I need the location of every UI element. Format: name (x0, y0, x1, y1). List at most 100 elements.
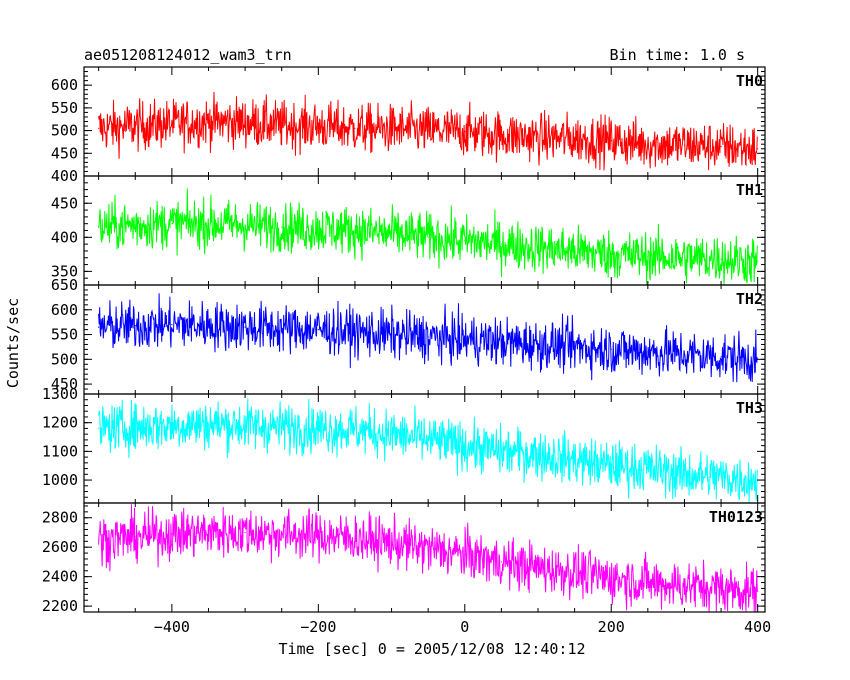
data-point (427, 236, 429, 238)
data-point (683, 473, 686, 475)
data-point (134, 426, 136, 428)
y-tick-label: 2400 (42, 568, 78, 586)
data-point (537, 246, 539, 249)
data-point (317, 227, 319, 230)
data-point (464, 240, 466, 242)
data-point (720, 476, 722, 478)
data-point (427, 130, 429, 132)
data-point (610, 465, 612, 467)
data-point (574, 459, 576, 461)
data-point (610, 140, 612, 142)
panel-th0123: 2200 2400 2600 2800 TH0123 (42, 502, 766, 615)
series-name: TH3 (736, 399, 763, 417)
y-axis-label: Counts/sec (4, 298, 22, 388)
y-tick-label: 550 (51, 99, 78, 117)
y-tick-label: 1000 (42, 471, 78, 489)
x-tick-label: 200 (598, 618, 625, 636)
data-point (244, 224, 246, 226)
data-point (757, 148, 759, 150)
y-tick-label: 450 (51, 194, 78, 212)
data-point (647, 351, 649, 353)
data-point (537, 453, 539, 455)
data-point (390, 542, 393, 544)
y-tick-label: 400 (51, 167, 78, 185)
y-tick-label: 1100 (42, 442, 78, 460)
data-point (610, 577, 612, 579)
data-point (354, 127, 356, 129)
data-point (171, 425, 173, 427)
data-point (317, 427, 319, 429)
data-point (354, 229, 356, 232)
data-point (98, 326, 100, 328)
data-point (281, 124, 283, 126)
data-point (757, 590, 759, 593)
data-point (574, 138, 576, 140)
data-point (647, 255, 649, 257)
series-name: TH1 (736, 181, 763, 199)
data-point (354, 429, 356, 431)
data-point (171, 223, 173, 225)
series-name: TH0123 (709, 508, 763, 526)
series-name: TH0 (736, 72, 763, 90)
x-tick-label: −200 (300, 618, 336, 636)
y-tick-label: 2600 (42, 538, 78, 556)
data-point (720, 356, 722, 358)
data-point (610, 348, 612, 350)
data-point (610, 253, 612, 255)
data-point (720, 587, 722, 590)
data-point (574, 250, 576, 252)
series-line-th0123 (98, 504, 758, 613)
y-tick-label: 600 (51, 76, 78, 94)
data-point (464, 338, 466, 341)
data-point (500, 450, 502, 452)
data-point (647, 468, 649, 470)
data-point (244, 531, 246, 534)
data-point (683, 144, 686, 146)
data-point (464, 445, 466, 447)
y-tick-label: 400 (51, 228, 78, 246)
y-tick-label: 1300 (42, 385, 78, 403)
data-point (207, 325, 210, 327)
data-point (500, 561, 502, 563)
series-line-th0 (98, 91, 758, 171)
y-tick-label: 350 (51, 262, 78, 280)
bin-time-label: Bin time: 1.0 s (610, 46, 745, 64)
data-point (537, 343, 539, 346)
y-tick-label: 600 (51, 301, 78, 319)
data-point (390, 128, 393, 130)
data-point (134, 536, 136, 538)
data-point (98, 427, 100, 429)
data-point (500, 243, 502, 245)
series-line-th1 (98, 188, 758, 286)
data-point (134, 325, 136, 327)
y-tick-label: 2200 (42, 597, 78, 615)
data-point (427, 439, 429, 441)
data-point (574, 346, 576, 348)
data-point (354, 331, 356, 333)
data-point (390, 333, 393, 336)
panel-th2: 450 500 550 600 650 TH2 (51, 276, 766, 395)
panel-frame (83, 393, 766, 504)
data-point (574, 571, 576, 573)
data-point (207, 423, 210, 425)
x-tick-label: 400 (744, 618, 771, 636)
data-point (720, 258, 722, 260)
data-point (207, 223, 210, 225)
series-name: TH2 (736, 290, 763, 308)
y-tick-label: 500 (51, 122, 78, 140)
x-tick-label: −400 (154, 618, 190, 636)
y-tick-label: 550 (51, 326, 78, 344)
y-tick-label: 2800 (42, 509, 78, 527)
data-point (683, 353, 686, 355)
data-point (171, 533, 173, 535)
data-point (244, 326, 246, 328)
data-point (683, 257, 686, 259)
panel-frame (83, 502, 766, 613)
data-point (647, 143, 649, 145)
panel-th3: 1000 1100 1200 1300 TH3 (42, 385, 766, 504)
data-point (757, 260, 759, 262)
series-line-th3 (98, 398, 758, 504)
data-point (98, 539, 100, 541)
data-point (390, 233, 393, 235)
